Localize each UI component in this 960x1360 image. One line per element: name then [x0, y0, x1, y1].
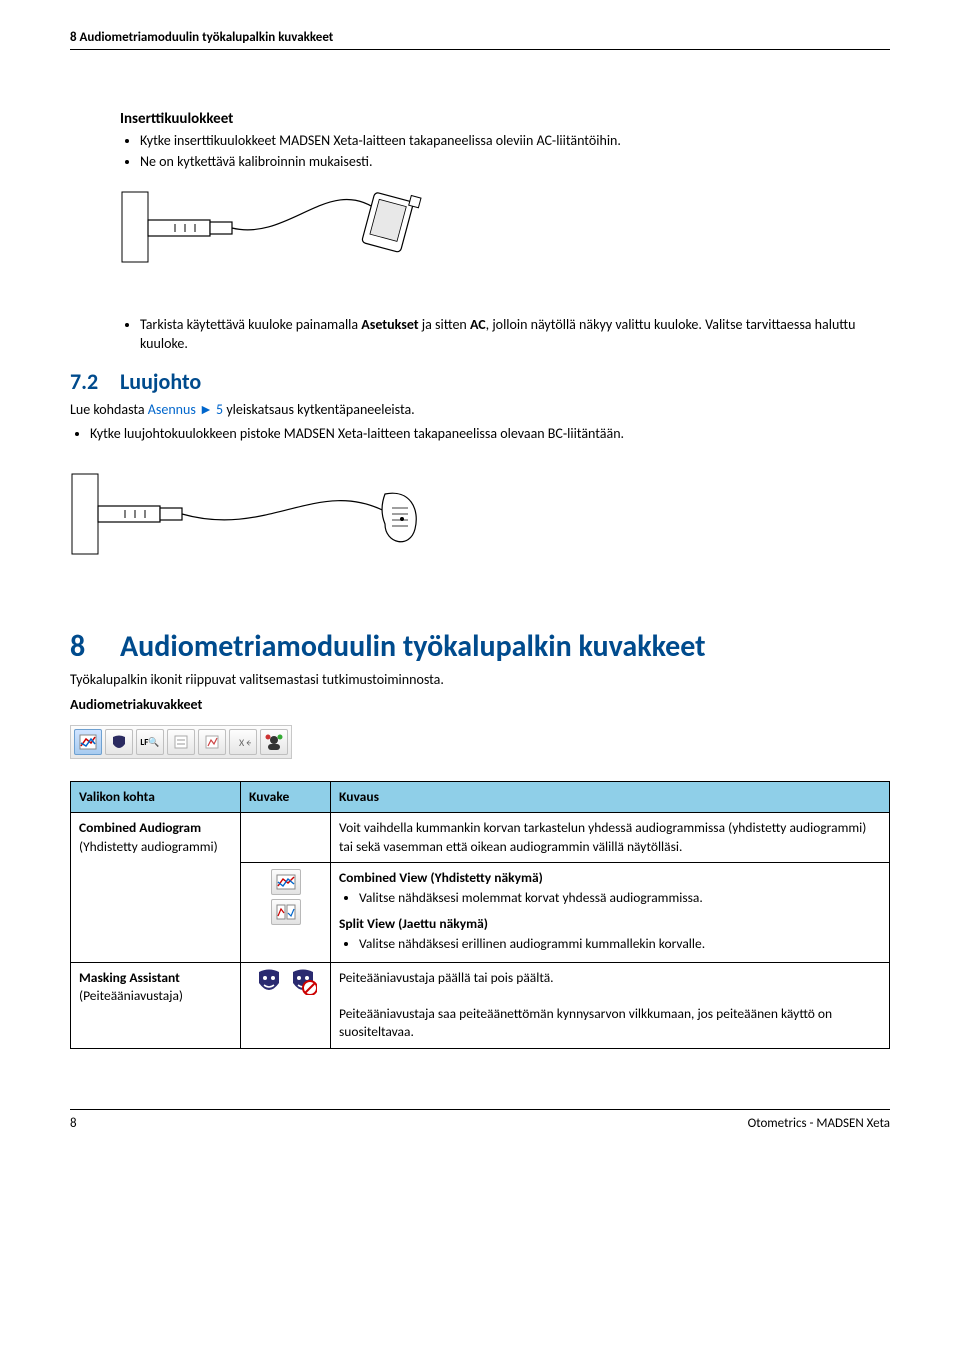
th-kuvaus: Kuvaus	[331, 782, 890, 813]
sec-7-2-bullet-1: Kytke luujohtokuulokkeen pistoke MADSEN …	[90, 425, 890, 444]
running-header: 8 Audiometriamoduulin työkalupalkin kuva…	[70, 30, 890, 50]
th-valikon-kohta: Valikon kohta	[71, 782, 241, 813]
cell-mask-desc: Peiteääniavustaja päällä tai pois päältä…	[331, 962, 890, 1048]
cell-mask-icons	[241, 962, 331, 1048]
toolbar-lf-icon[interactable]: LF🔍	[136, 729, 164, 755]
sec-8-sub: Audiometriakuvakkeet	[70, 696, 890, 715]
insert-bullet-2: Ne on kytkettävä kalibroinnin mukaisesti…	[140, 153, 890, 172]
cell-mask-name: Masking Assistant (Peiteääniavustaja)	[71, 962, 241, 1048]
sec-8-num: 8	[70, 628, 120, 665]
cell-combined-name: Combined Audiogram (Yhdistetty audiogram…	[71, 813, 241, 962]
sec-7-2-title: Luujohto	[120, 368, 201, 395]
split-view-icon	[271, 899, 301, 925]
toolbar-combined-icon[interactable]	[74, 729, 102, 755]
sec-7-2-p1: Lue kohdasta Asennus ► 5 yleiskatsaus ky…	[70, 401, 890, 420]
footer-page-number: 8	[70, 1116, 77, 1131]
toolbar-doc2-icon[interactable]	[198, 729, 226, 755]
insert-bullet-1: Kytke inserttikuulokkeet MADSEN Xeta-lai…	[140, 132, 890, 151]
insert-heading: Inserttikuulokkeet	[120, 110, 890, 128]
bone-illustration	[70, 454, 890, 588]
toolbar-xscale-icon[interactable]: X↔	[229, 729, 257, 755]
toolbar-doc1-icon[interactable]	[167, 729, 195, 755]
sec-8-title: Audiometriamoduulin työkalupalkin kuvakk…	[120, 628, 706, 665]
insert-bullet-3: Tarkista käytettävä kuuloke painamalla A…	[140, 316, 890, 354]
audiometry-toolbar: LF🔍 X↔	[70, 725, 292, 759]
cell-combined-desc: Voit vaihdella kummankin korvan tarkaste…	[331, 813, 890, 862]
toolbar-operator-icon[interactable]	[260, 729, 288, 755]
footer-doc-name: Otometrics - MADSEN Xeta	[748, 1116, 890, 1131]
link-asennus-5[interactable]: Asennus ► 5	[148, 401, 223, 418]
cell-view-icons	[241, 862, 331, 962]
cell-combined-icon-empty	[241, 813, 331, 862]
toolbar-mask-icon[interactable]	[105, 729, 133, 755]
combined-view-icon	[271, 869, 301, 895]
svg-text:X↔: X↔	[239, 736, 251, 749]
cell-view-desc: Combined View (Yhdistetty näkymä) Valits…	[331, 862, 890, 962]
mask-off-icon	[289, 967, 317, 995]
sec-8-p1: Työkalupalkin ikonit riippuvat valitsema…	[70, 671, 890, 690]
sec-7-2-num: 7.2	[70, 368, 120, 395]
mask-on-icon	[255, 967, 283, 995]
insert-illustration	[120, 182, 890, 296]
th-kuvake: Kuvake	[241, 782, 331, 813]
icon-description-table: Valikon kohta Kuvake Kuvaus Combined Aud…	[70, 781, 890, 1048]
